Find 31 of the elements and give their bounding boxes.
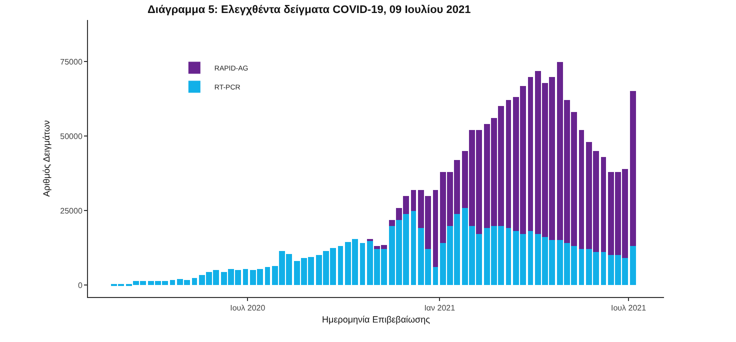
- bar: [630, 246, 636, 285]
- chart-title: Διάγραμμα 5: Ελεγχθέντα δείγματα COVID-19, 09 Ιουλίου 2021: [148, 4, 471, 16]
- bar: [579, 130, 584, 249]
- bar: [506, 100, 511, 228]
- bar: [579, 249, 584, 285]
- bar: [265, 267, 270, 285]
- bar: [170, 280, 175, 285]
- y-tick-label: 0: [78, 280, 83, 290]
- y-tick-label: 25000: [60, 206, 83, 216]
- bar: [601, 252, 606, 285]
- bar: [338, 246, 343, 285]
- bar: [192, 278, 197, 285]
- bar: [433, 190, 438, 267]
- bar: [528, 231, 533, 285]
- bar: [411, 211, 416, 285]
- x-tick-label: Ιαν 2021: [424, 304, 456, 313]
- bar: [601, 157, 606, 252]
- y-axis-title: Αριθμός Δειγμάτων: [42, 120, 52, 197]
- x-tick-label: Ιουλ 2020: [230, 304, 266, 313]
- bar: [360, 243, 365, 285]
- bar: [411, 190, 416, 211]
- x-tick-label: Ιουλ 2021: [610, 304, 647, 313]
- y-tick-label: 75000: [60, 58, 83, 66]
- x-axis-title: Ημερομηνία Επιβεβαίωσης: [322, 314, 431, 324]
- bar: [389, 220, 395, 226]
- bar: [433, 267, 438, 285]
- y-tick-label: 50000: [60, 132, 83, 141]
- bar: [630, 91, 636, 246]
- bar: [506, 228, 511, 285]
- bar: [243, 269, 248, 285]
- bar: [528, 77, 533, 231]
